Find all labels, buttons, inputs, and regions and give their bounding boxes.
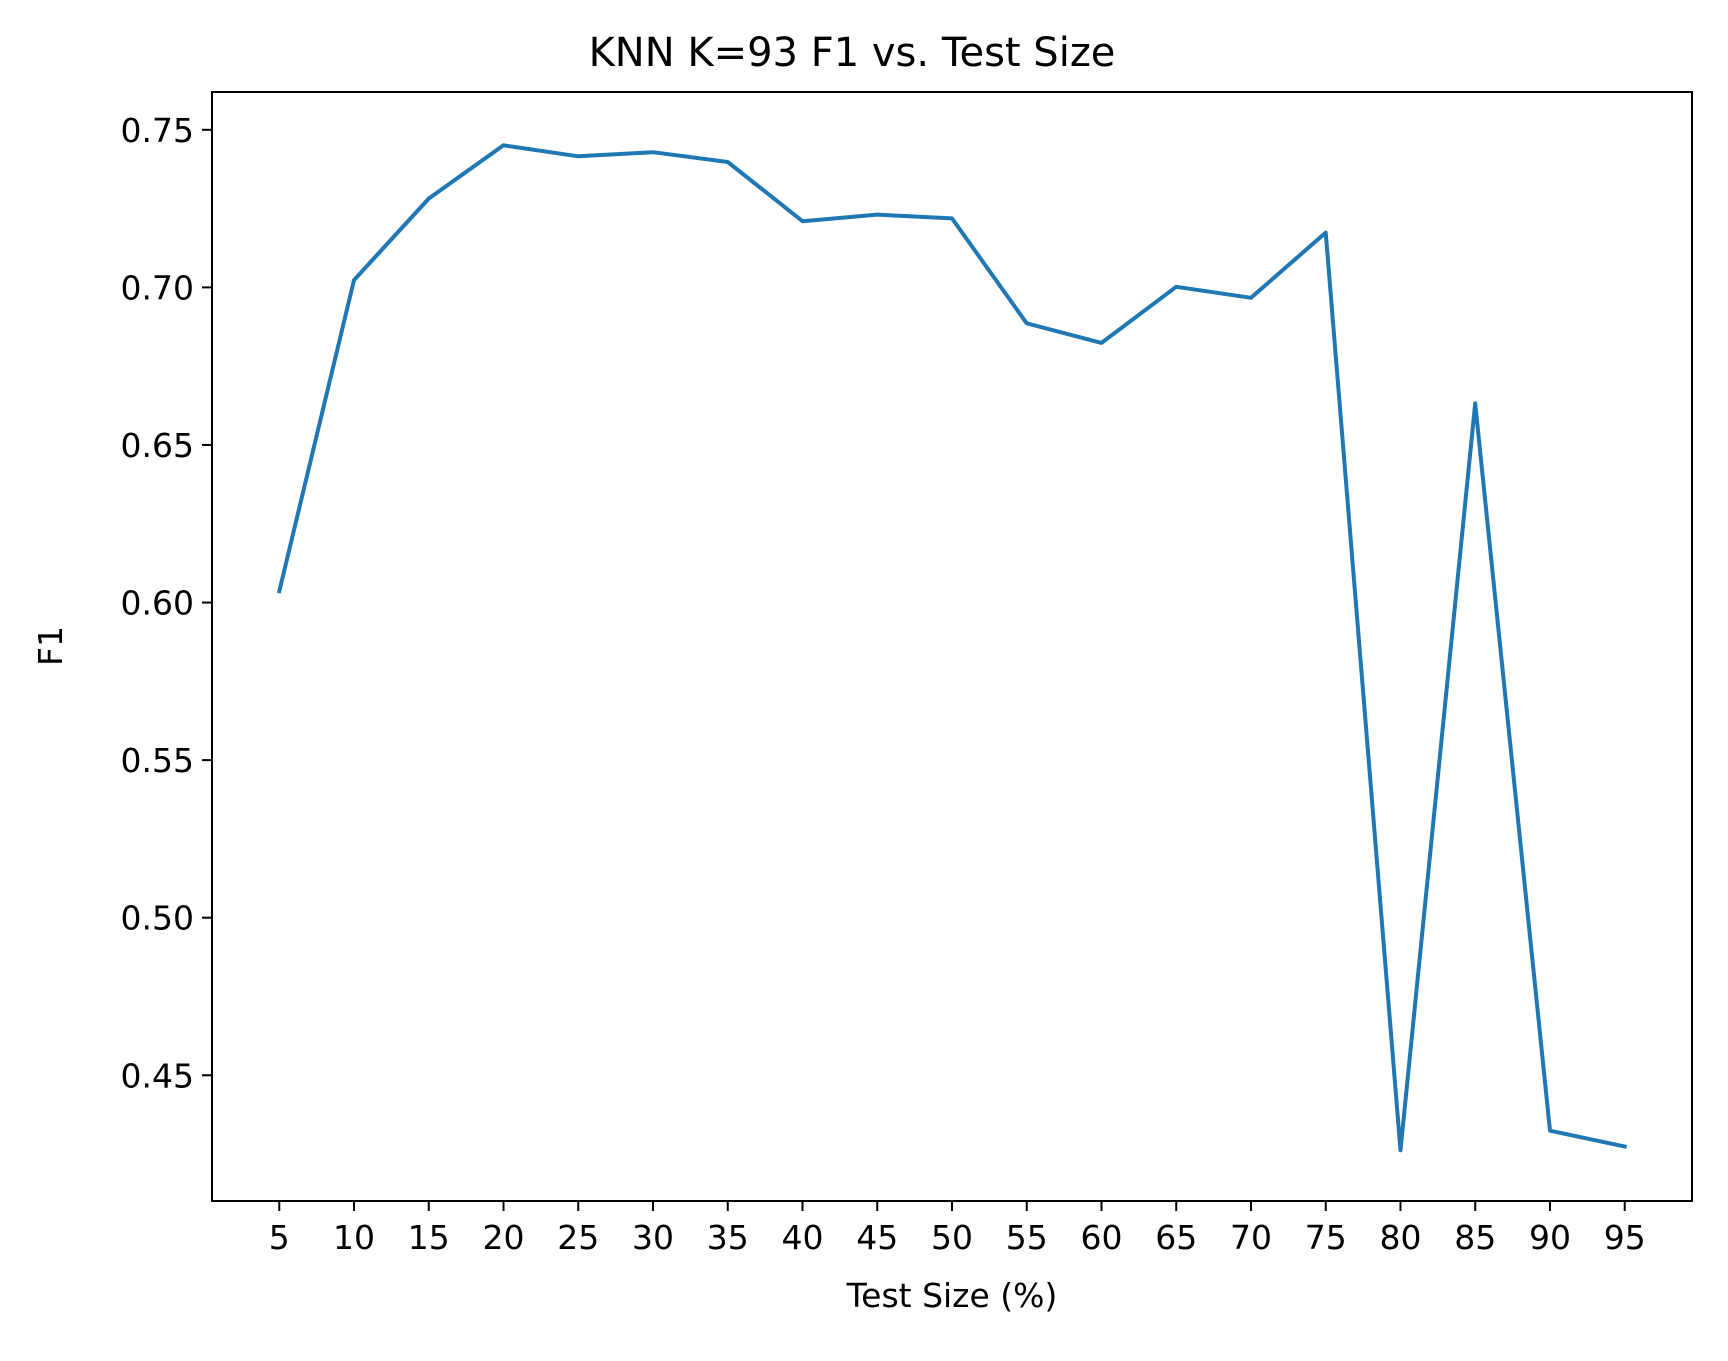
plot-frame bbox=[211, 91, 1693, 1202]
y-tick-label: 0.75 bbox=[121, 111, 194, 150]
x-tick-label: 35 bbox=[707, 1218, 749, 1257]
y-tick-label: 0.45 bbox=[121, 1056, 194, 1095]
x-tick-label: 50 bbox=[931, 1218, 973, 1257]
x-tick-label: 20 bbox=[483, 1218, 525, 1257]
x-tick-label: 95 bbox=[1604, 1218, 1646, 1257]
series-line bbox=[276, 143, 1628, 1153]
x-tick-label: 60 bbox=[1080, 1218, 1122, 1257]
y-tick-label: 0.65 bbox=[121, 426, 194, 465]
x-tick-label: 90 bbox=[1529, 1218, 1571, 1257]
x-axis-label: Test Size (%) bbox=[846, 1276, 1058, 1315]
y-tick-label: 0.50 bbox=[121, 899, 194, 938]
y-tick-label: 0.70 bbox=[121, 268, 194, 307]
y-axis-label: F1 bbox=[31, 626, 70, 666]
x-tick-label: 10 bbox=[333, 1218, 375, 1257]
x-tick-label: 70 bbox=[1230, 1218, 1272, 1257]
y-axis-ticks: 0.45 0.50 0.55 0.60 0.65 0.70 0.75 bbox=[121, 111, 212, 1095]
x-tick-label: 75 bbox=[1305, 1218, 1347, 1257]
y-tick-label: 0.60 bbox=[121, 584, 194, 623]
y-tick-label: 0.55 bbox=[121, 741, 194, 780]
x-tick-label: 85 bbox=[1454, 1218, 1496, 1257]
x-tick-label: 40 bbox=[782, 1218, 824, 1257]
x-tick-label: 30 bbox=[632, 1218, 674, 1257]
x-tick-label: 15 bbox=[408, 1218, 450, 1257]
chart-title: KNN K=93 F1 vs. Test Size bbox=[589, 30, 1116, 76]
x-tick-label: 80 bbox=[1379, 1218, 1421, 1257]
series-group bbox=[276, 143, 1628, 1153]
x-tick-label: 45 bbox=[856, 1218, 898, 1257]
x-tick-label: 55 bbox=[1006, 1218, 1048, 1257]
x-tick-label: 25 bbox=[557, 1218, 599, 1257]
x-tick-label: 5 bbox=[269, 1218, 290, 1257]
x-axis-ticks: 5 10 15 20 25 30 35 40 45 50 55 60 65 70 75 80 85 90 95 bbox=[269, 1201, 1646, 1257]
x-tick-label: 65 bbox=[1155, 1218, 1197, 1257]
